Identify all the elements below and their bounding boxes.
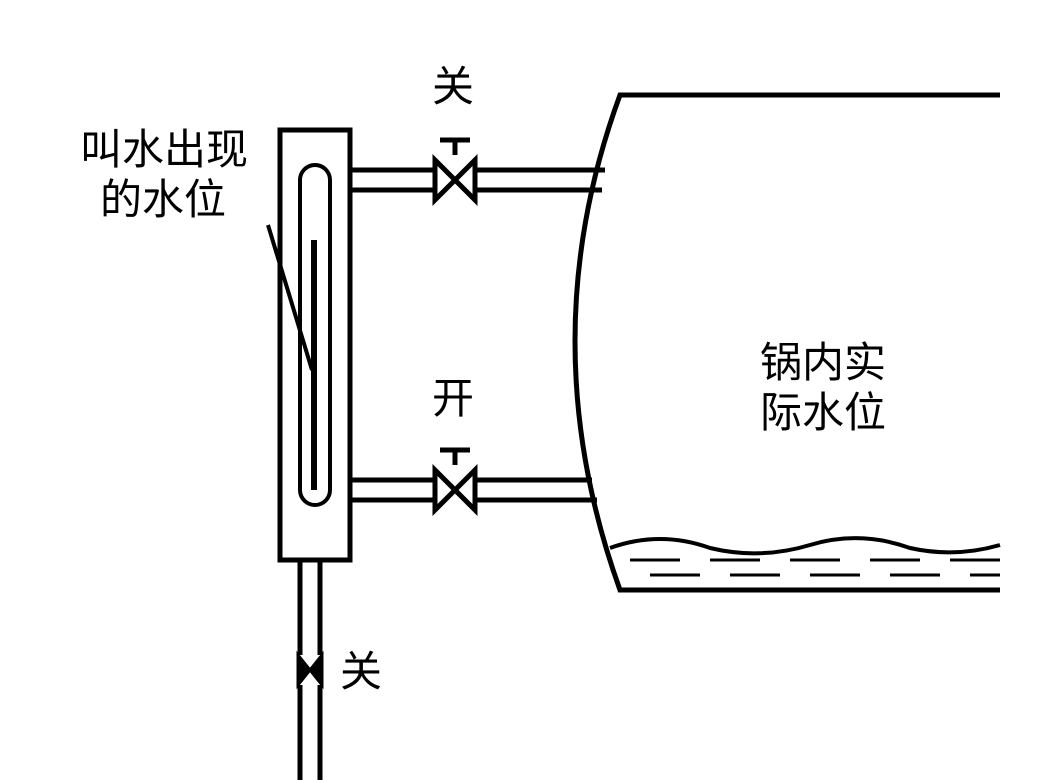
drain-valve [298,655,322,685]
drain-valve-label: 关 [340,647,382,697]
water-level-dashes [630,560,1000,575]
water-surface-wave [610,538,1000,553]
right-annotation-line2: 际水位 [760,388,886,438]
right-annotation-line1: 锅内实 [760,338,886,388]
bottom-valve [435,450,475,510]
bottom-valve-label: 开 [432,374,474,424]
left-annotation-line2: 的水位 [100,175,226,225]
top-valve-label: 关 [432,62,474,112]
top-valve [435,140,475,200]
left-annotation-line1: 叫水出现 [80,125,248,175]
boiler-water-level-diagram [0,0,1063,780]
